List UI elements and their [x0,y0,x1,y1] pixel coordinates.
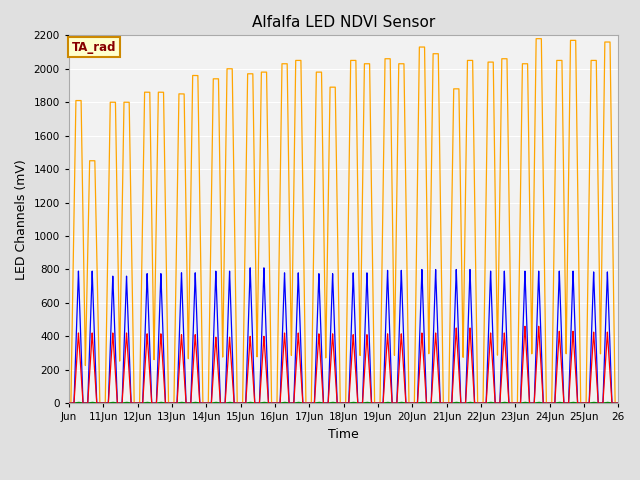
X-axis label: Time: Time [328,428,359,441]
Title: Alfalfa LED NDVI Sensor: Alfalfa LED NDVI Sensor [252,15,435,30]
Legend: Red_in, Red_out, Nir_in, Nir_out: Red_in, Red_out, Nir_in, Nir_out [144,478,543,480]
Text: TA_rad: TA_rad [72,41,116,54]
Y-axis label: LED Channels (mV): LED Channels (mV) [15,159,28,280]
